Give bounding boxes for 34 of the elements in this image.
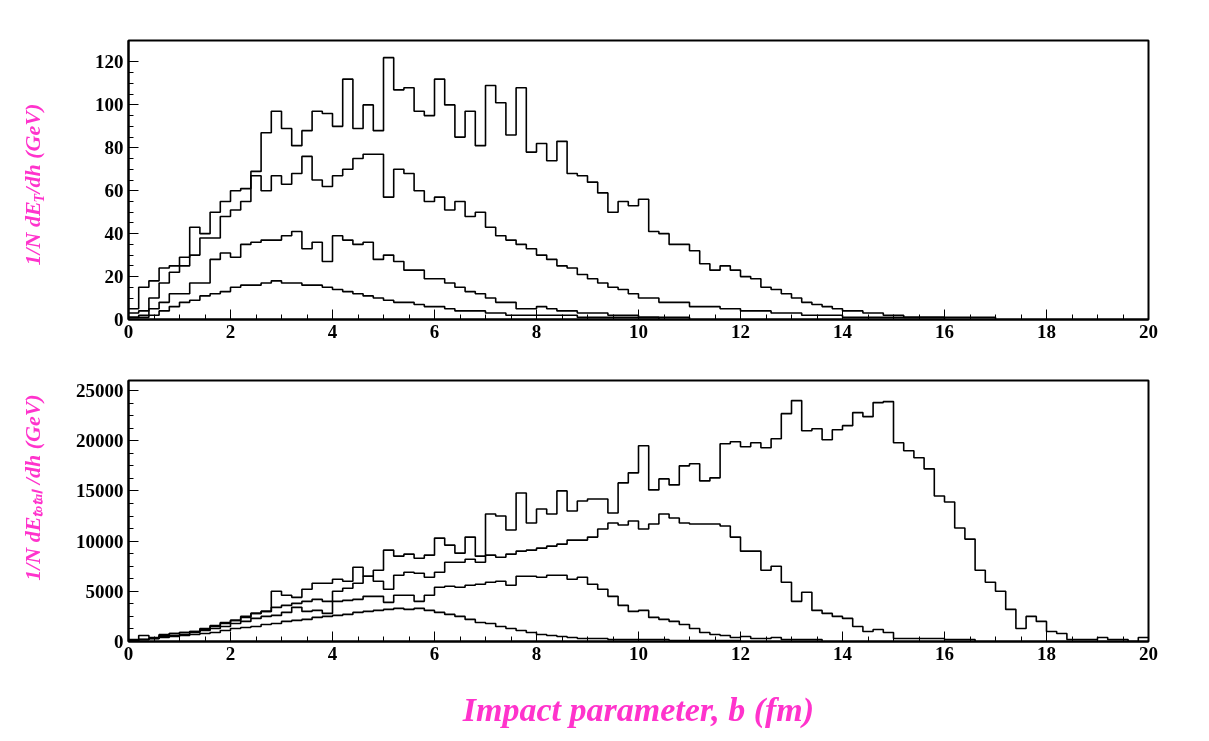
x-axis-title: Impact parameter, b (fm) xyxy=(461,690,815,729)
x-tick-label: 18 xyxy=(1037,642,1056,664)
y-tick-label: 20 xyxy=(104,266,124,288)
x-tick-label: 6 xyxy=(429,642,440,664)
x-tick-label: 14 xyxy=(833,642,853,664)
x-tick-label: 2 xyxy=(225,642,236,664)
y-tick-label: 80 xyxy=(104,137,124,159)
x-tick-label: 16 xyxy=(935,320,954,342)
x-tick-label: 12 xyxy=(731,642,750,664)
y-axis-title: 1/N dEₜₒₜₐₗ /dh (GeV) xyxy=(20,394,45,581)
y-tick-label: 25000 xyxy=(76,380,124,402)
x-tick-label: 20 xyxy=(1139,320,1158,342)
x-tick-label: 10 xyxy=(629,642,648,664)
y-tick-label: 5000 xyxy=(85,580,124,602)
y-tick-label: 10000 xyxy=(76,530,124,552)
x-tick-label: 18 xyxy=(1037,320,1056,342)
x-tick-label: 6 xyxy=(429,320,440,342)
y-tick-label: 100 xyxy=(95,94,124,116)
x-tick-label: 10 xyxy=(629,320,648,342)
x-tick-label: 8 xyxy=(531,642,542,664)
y-tick-label: 20000 xyxy=(76,430,124,452)
y-tick-label: 60 xyxy=(104,180,124,202)
x-tick-label: 4 xyxy=(327,320,338,342)
x-tick-label: 14 xyxy=(833,320,853,342)
y-tick-label: 120 xyxy=(95,51,124,73)
x-tick-label: 4 xyxy=(327,642,338,664)
x-tick-label: 8 xyxy=(531,320,542,342)
y-axis-title: 1/N dET/dh (GeV) xyxy=(20,103,47,266)
x-tick-label: 12 xyxy=(731,320,750,342)
x-tick-label: 16 xyxy=(935,642,954,664)
x-tick-label: 2 xyxy=(225,320,236,342)
y-tick-label: 15000 xyxy=(76,480,124,502)
y-tick-label: 40 xyxy=(104,223,124,245)
x-tick-label: 20 xyxy=(1139,642,1158,664)
